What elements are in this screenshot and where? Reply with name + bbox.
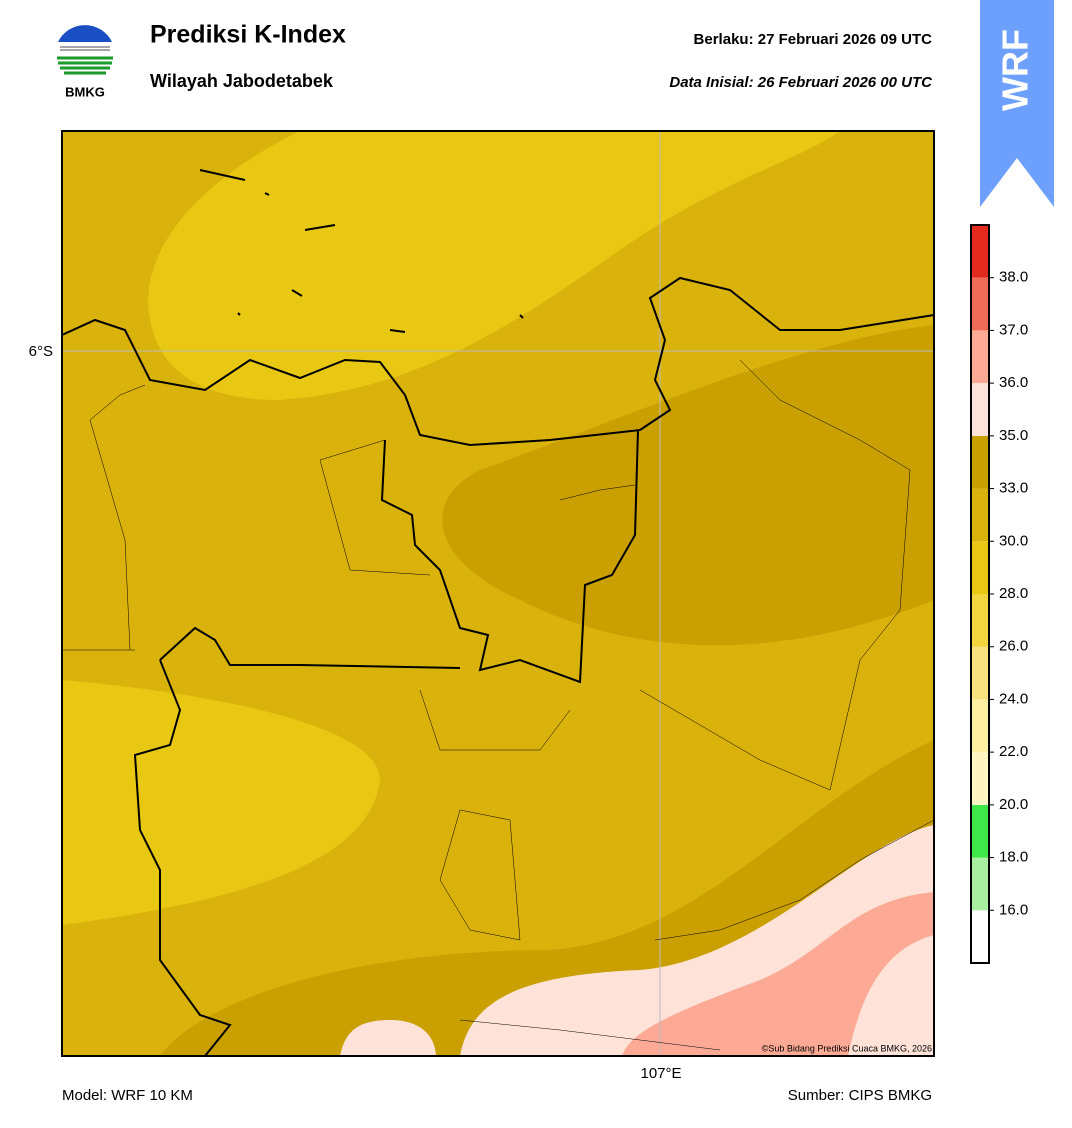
colorbar: 16.0 18.0 20.0 22.0 24.0 26.0 28.0 30.0 33.0 35.0… <box>970 224 1028 964</box>
subtitle: Wilayah Jabodetabek <box>150 71 334 91</box>
lon-label: 107°E <box>640 1065 681 1082</box>
colorbar-segment <box>971 594 989 647</box>
colorbar-segment <box>971 804 989 858</box>
colorbar-tick-label: 30.0 <box>999 532 1028 549</box>
valid-time: Berlaku: 27 Februari 2026 09 UTC <box>694 31 933 48</box>
colorbar-tick-label: 28.0 <box>999 585 1028 602</box>
colorbar-tick-label: 18.0 <box>999 849 1028 866</box>
colorbar-segment <box>971 330 989 384</box>
colorbar-segment <box>971 277 989 331</box>
colorbar-segment <box>971 857 989 911</box>
lat-label: 6°S <box>29 343 53 360</box>
copyright: ©Sub Bidang Prediksi Cuaca BMKG, 2026 <box>762 1043 932 1053</box>
colorbar-segment <box>971 910 989 963</box>
colorbar-segment <box>971 699 989 753</box>
colorbar-segment <box>971 646 989 700</box>
colorbar-tick-label: 36.0 <box>999 374 1028 391</box>
colorbar-tick-label: 22.0 <box>999 743 1028 760</box>
footer-model: Model: WRF 10 KM <box>62 1087 193 1104</box>
colorbar-tick-label: 35.0 <box>999 427 1028 444</box>
colorbar-segment <box>971 225 989 278</box>
colorbar-segment <box>971 383 989 436</box>
badge <box>980 0 1054 207</box>
map-frame <box>61 130 935 1057</box>
colorbar-segment <box>971 488 989 542</box>
colorbar-tick-label: 33.0 <box>999 480 1028 497</box>
logo: BMKG <box>55 22 115 99</box>
title: Prediksi K-Index <box>150 21 346 49</box>
colorbar-tick-label: 20.0 <box>999 796 1028 813</box>
footer-source: Sumber: CIPS BMKG <box>788 1087 932 1104</box>
colorbar-segment <box>971 435 989 489</box>
colorbar-segment <box>971 752 989 805</box>
logo-text: BMKG <box>65 84 105 99</box>
badge-text: WRF <box>995 29 1036 111</box>
map: ©Sub Bidang Prediksi Cuaca BMKG, 2026 <box>62 131 934 1056</box>
colorbar-tick-label: 24.0 <box>999 690 1028 707</box>
colorbar-segment <box>971 541 989 594</box>
colorbar-tick-label: 26.0 <box>999 638 1028 655</box>
init-time: Data Inisial: 26 Februari 2026 00 UTC <box>669 74 933 91</box>
colorbar-tick-label: 37.0 <box>999 321 1028 338</box>
colorbar-tick-label: 16.0 <box>999 901 1028 918</box>
colorbar-tick-label: 38.0 <box>999 269 1028 286</box>
